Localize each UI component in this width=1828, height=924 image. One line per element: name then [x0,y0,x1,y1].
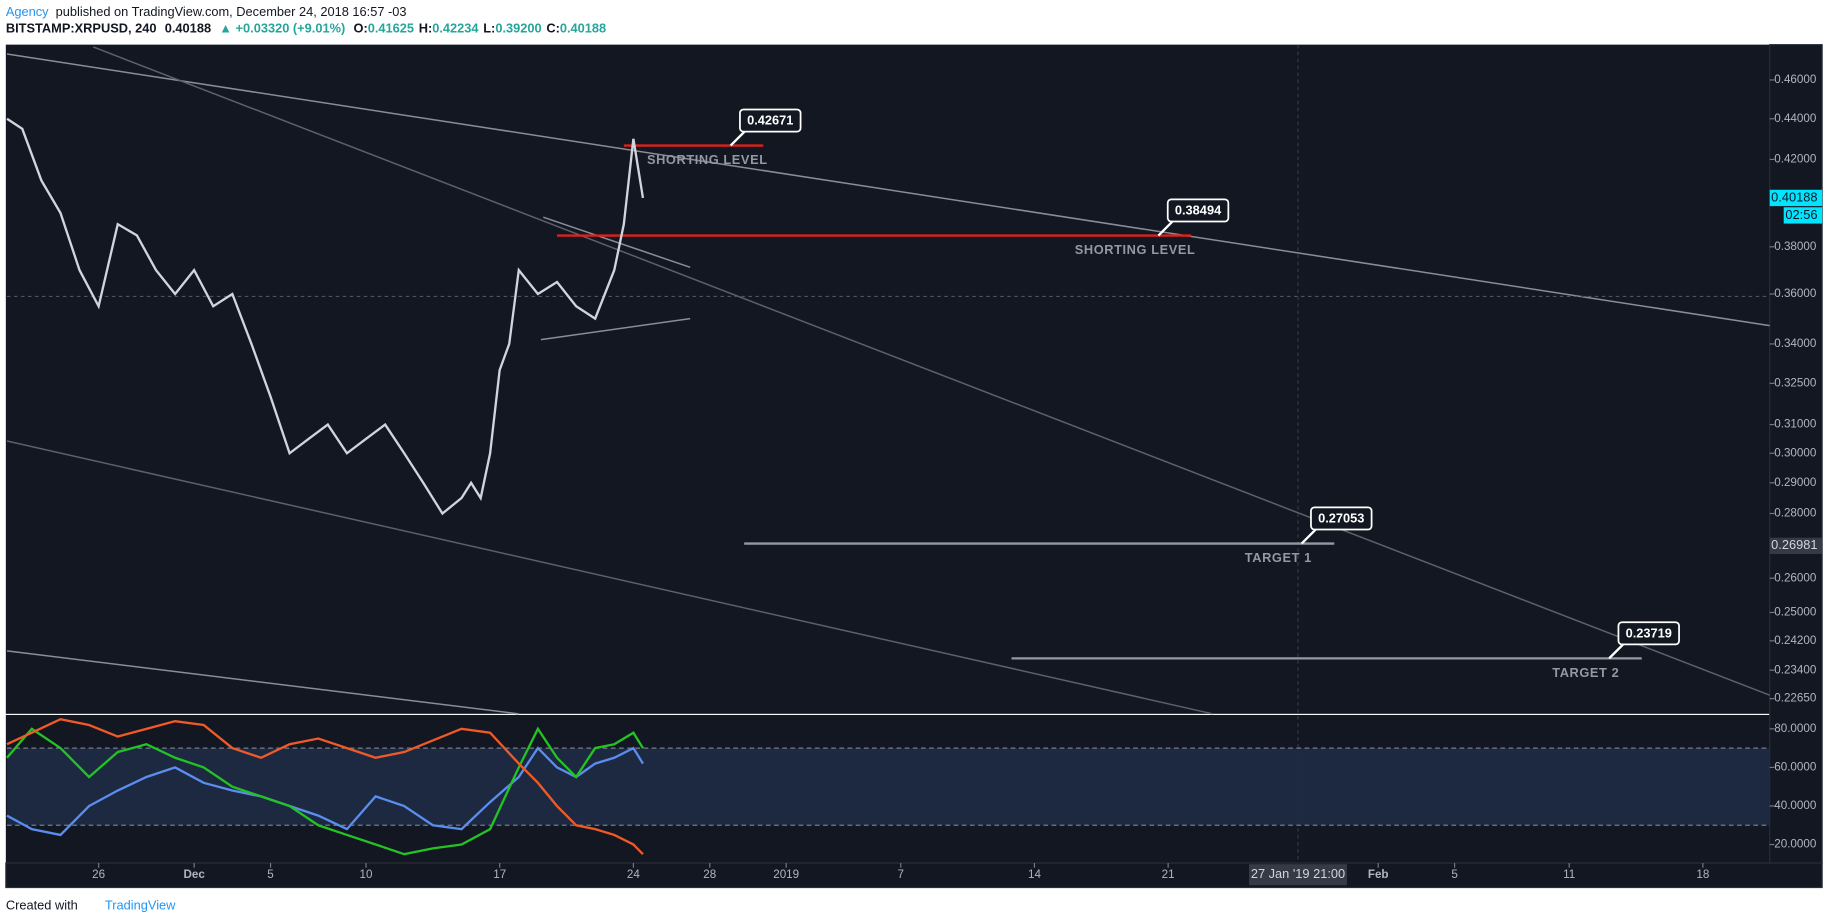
y-tick-label: 0.28000 [1774,507,1817,520]
trendline [6,650,519,715]
level-note: SHORTING LEVEL [1075,242,1196,257]
y-tick-label: 0.46000 [1774,73,1817,86]
callout-pointer [1157,220,1174,237]
x-tick-label: 28 [703,868,716,881]
callout-value: 0.23719 [1626,625,1672,640]
change: ▲ +0.03320 (+9.01%) [219,21,345,36]
y-tick-label: 60.0000 [1774,760,1817,773]
callout-pointer [1300,528,1317,545]
triangle-upper [543,216,691,269]
y-tick-label: 0.30000 [1774,446,1817,459]
price-tag-label: 0.40188 [1771,189,1817,204]
y-tick-label: 0.26000 [1774,571,1817,584]
footer-created: Created with [6,898,78,913]
ohlc-label: C: [546,21,560,36]
author-link[interactable]: Agency [6,5,49,20]
price-tag-label: 0.26981 [1771,537,1817,552]
x-tick-label: 10 [360,868,373,881]
ohlc-label: O: [353,21,367,36]
price-pane [5,44,1770,714]
y-tick-label: 0.38000 [1774,240,1817,253]
series-line [6,726,644,856]
y-tick-label: 20.0000 [1774,838,1817,851]
y-tick-label: 0.29000 [1774,476,1817,489]
x-tick-label: 26 [92,868,105,881]
series-line [6,717,644,855]
band-fill [6,748,1770,826]
y-tick-label: 80.0000 [1774,722,1817,735]
x-tick-label: 5 [1451,868,1457,881]
y-tick-label: 40.0000 [1774,799,1817,812]
y-tick-label: 0.22650 [1774,692,1817,705]
callout-box [1310,506,1373,531]
ohlc-label: L: [483,21,495,36]
ohlc-label: H: [419,21,433,36]
callout-box [739,108,802,133]
level-note: SHORTING LEVEL [647,152,768,167]
trendlines [6,46,1770,715]
x-tick-label: Feb [1368,868,1389,881]
callout-value: 0.38494 [1175,202,1222,217]
level-note: TARGET 1 [1245,550,1312,565]
time-axis [5,862,1823,889]
ohlc-value: 0.40188 [560,21,606,36]
x-tick-label: 17 [493,868,506,881]
callout-value: 0.42671 [747,112,793,127]
y-tick-label: 0.42000 [1774,152,1817,165]
x-tick-label: 14 [1028,868,1041,881]
ohlc-value: 0.39200 [495,21,541,36]
x-tick-label: 21 [1162,868,1175,881]
callout-box [1166,198,1230,223]
symbol: BITSTAMP:XRPUSD, 240 [6,21,157,36]
series-line [6,117,645,516]
countdown-label: 02:56 [1785,207,1817,222]
level-note: TARGET 2 [1552,665,1619,680]
crosshair-x-label: 27 Jan '19 21:00 [1251,866,1345,881]
footer-brand[interactable]: TradingView [105,898,176,913]
y-tick-label: 0.25000 [1774,606,1817,619]
countdown-tag [1783,207,1823,224]
x-tick-label: 24 [627,868,640,881]
y-tick-label: 0.32500 [1774,376,1817,389]
price-tag [1769,537,1823,555]
y-tick-label: 0.34000 [1774,337,1817,350]
ohlc-value: 0.41625 [368,21,414,36]
trendline [6,440,1213,715]
trendline [6,53,1770,327]
y-tick-label: 0.31000 [1774,418,1817,431]
x-tick-label: 7 [898,868,904,881]
symbol-line: BITSTAMP:XRPUSD, 240 0.40188 ▲ +0.03320 … [6,21,606,36]
price-tag [1769,189,1823,207]
plot-layer: 0.46000 0.44000 0.42000 0.38000 0.36000 0.340… [6,44,1823,886]
callout-box [1617,621,1680,646]
x-tick-label: 18 [1696,868,1709,881]
trendline [92,46,1770,696]
x-tick-label: 11 [1563,868,1575,881]
ohlc-value: 0.42234 [432,21,479,36]
header-line: Agency published on TradingView.com, Dec… [6,5,407,20]
callout-pointer [1608,643,1624,660]
y-tick-label: 0.23400 [1774,663,1817,676]
callout-pointer [729,130,746,147]
y-tick-label: 0.24200 [1774,634,1817,647]
last-price: 0.40188 [165,21,211,36]
published-text: published on TradingView.com, December 2… [56,5,407,20]
y-tick-label: 0.36000 [1774,287,1817,300]
x-tick-label: Dec [183,868,205,881]
callout-value: 0.27053 [1318,510,1364,525]
triangle-lower [540,317,691,341]
crosshair-x-tag [1249,864,1347,886]
x-tick-label: 5 [267,868,273,881]
y-tick-label: 0.44000 [1774,112,1817,125]
x-tick-label: 2019 [773,868,799,881]
